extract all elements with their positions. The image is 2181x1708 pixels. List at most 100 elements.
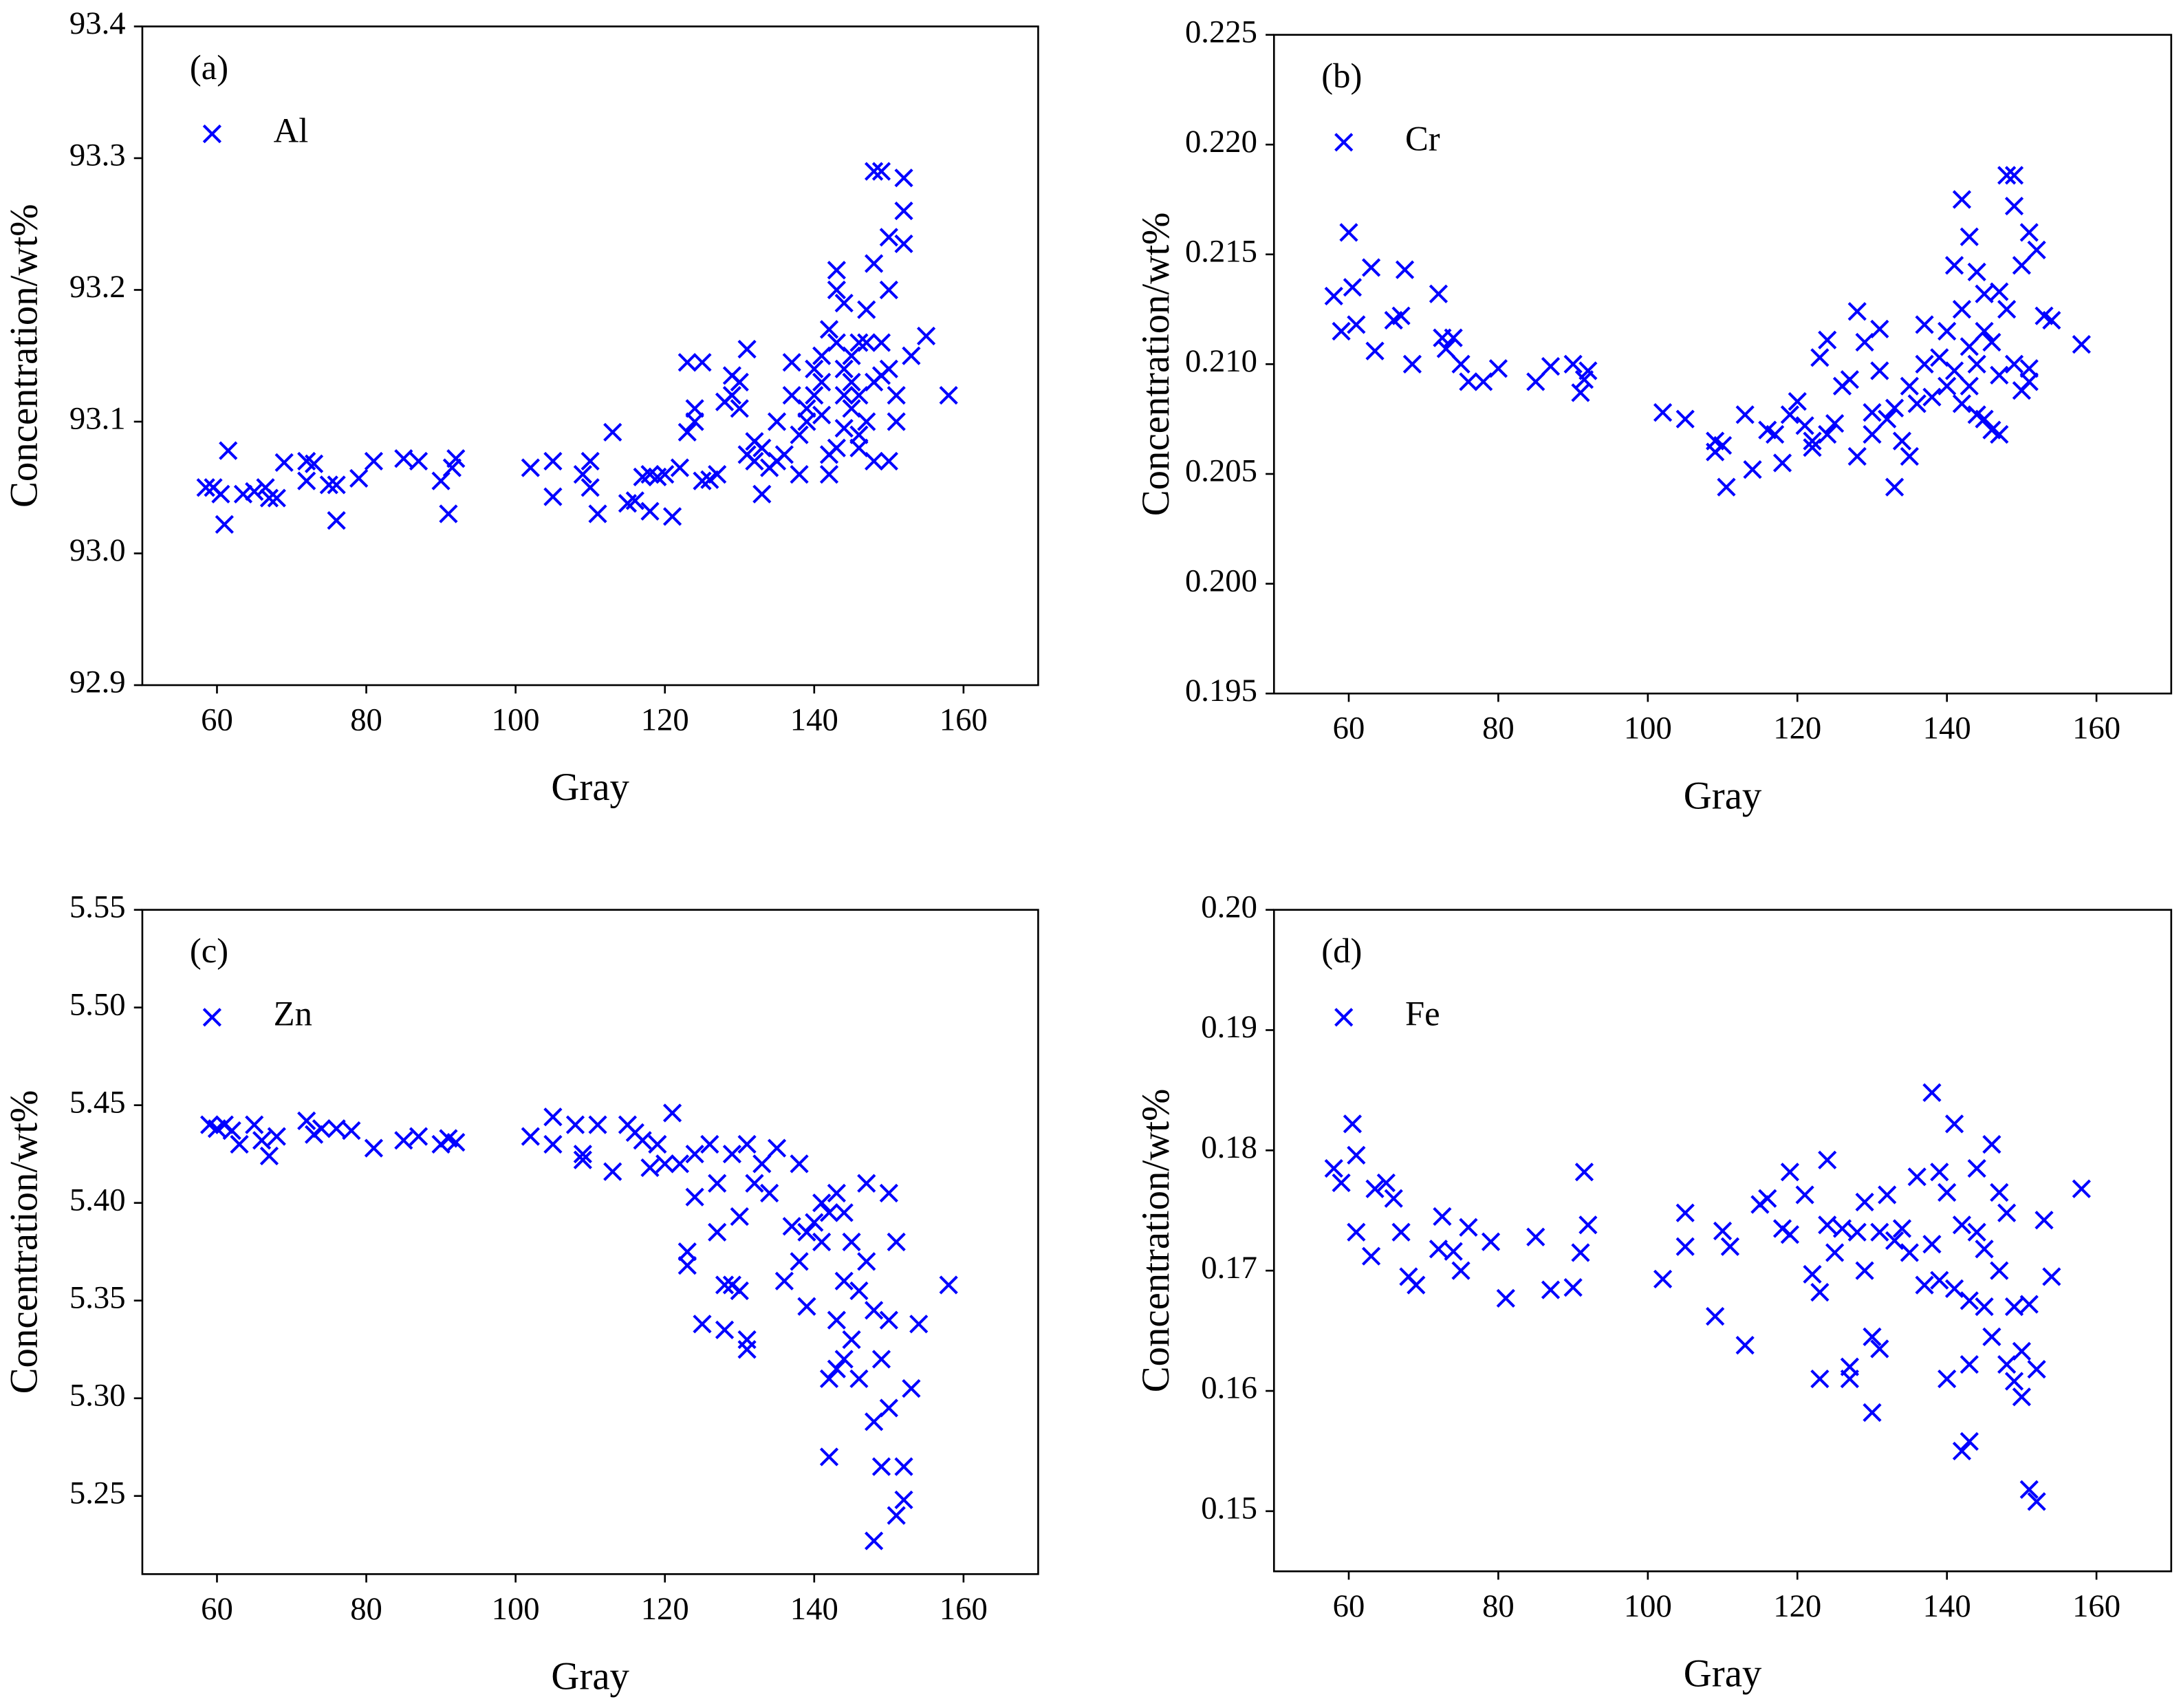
data-point (857, 1252, 876, 1271)
data-point (871, 1457, 891, 1476)
data-point (894, 169, 913, 188)
y-tick-label: 5.35 (69, 1279, 126, 1315)
x-tick-label: 140 (1923, 711, 1971, 746)
data-point (364, 451, 384, 471)
data-point (849, 1369, 869, 1388)
data-point (1847, 1222, 1867, 1242)
data-point (2004, 1372, 2024, 1391)
x-tick-label: 120 (1773, 711, 1821, 746)
data-point (1332, 1173, 1351, 1193)
y-tick-label: 92.9 (69, 664, 126, 700)
data-point (625, 491, 644, 510)
data-point (312, 1119, 332, 1138)
data-point (1347, 1145, 1366, 1165)
data-point (677, 1242, 697, 1262)
data-point (1451, 1261, 1471, 1280)
x-tick-label: 60 (1333, 1588, 1365, 1624)
data-point (1451, 354, 1471, 374)
data-point (1810, 1283, 1830, 1302)
y-tick-label: 0.19 (1201, 1009, 1257, 1045)
data-point (2004, 1297, 2024, 1317)
data-point (1459, 372, 1478, 391)
data-point (2034, 1211, 2054, 1230)
data-point (827, 261, 846, 280)
data-point (2012, 256, 2031, 275)
data-point (1967, 1158, 1986, 1178)
data-point (1952, 1441, 1972, 1461)
data-point (409, 1127, 428, 1146)
y-axis-label: Concentration/wt% (3, 204, 46, 508)
data-point (1952, 299, 1972, 319)
data-point (842, 372, 861, 392)
data-point (879, 359, 898, 378)
data-point (1975, 284, 1994, 303)
data-point (849, 438, 869, 457)
data-point (1975, 1240, 1994, 1259)
data-point (1675, 1237, 1695, 1256)
data-point (1780, 405, 1799, 424)
data-point (1376, 1173, 1396, 1193)
data-point (812, 372, 832, 392)
plot-frame (141, 909, 1039, 1575)
x-axis-label: Gray (551, 766, 629, 809)
data-point (2072, 335, 2091, 354)
data-point (708, 464, 727, 484)
data-point (1967, 1222, 1986, 1242)
data-point (1855, 332, 1874, 352)
data-point (797, 399, 816, 418)
data-point (1840, 370, 1859, 389)
data-point (1780, 1225, 1799, 1244)
data-point (1526, 1227, 1545, 1246)
data-point (1788, 392, 1807, 411)
data-point (693, 471, 712, 490)
x-tick-label: 120 (641, 702, 689, 737)
data-point (1365, 1179, 1385, 1198)
data-point (1365, 341, 1385, 360)
x-tick-label: 80 (1482, 711, 1515, 746)
data-point (752, 484, 772, 504)
data-point (543, 1134, 563, 1154)
data-point (1391, 306, 1411, 325)
data-point (1990, 365, 2009, 385)
legend-label: Fe (1405, 995, 1440, 1033)
data-point (1720, 1237, 1740, 1256)
data-point (894, 1490, 913, 1510)
panel-label: (b) (1321, 56, 1362, 95)
y-tick-label: 0.200 (1185, 563, 1257, 598)
data-point (1930, 1271, 1949, 1290)
data-point (1578, 1215, 1598, 1235)
data-point (1960, 1354, 1979, 1374)
data-point (1571, 1243, 1590, 1262)
data-point (1653, 1269, 1673, 1289)
data-point (894, 1457, 913, 1476)
data-point (1743, 460, 1762, 479)
x-axis-label: Gray (1684, 774, 1762, 817)
data-point (603, 422, 622, 442)
y-axis-label: Concentration/wt% (1134, 1089, 1178, 1393)
data-point (1907, 1167, 1927, 1187)
data-point (1818, 1150, 1837, 1169)
data-point (1496, 1288, 1515, 1308)
y-tick-label: 5.30 (69, 1377, 126, 1413)
data-point (580, 451, 600, 471)
y-tick-label: 5.25 (69, 1475, 126, 1511)
legend-label: Zn (274, 995, 312, 1033)
y-tick-label: 0.195 (1185, 673, 1257, 709)
data-point (1795, 416, 1814, 435)
data-point (603, 1162, 622, 1181)
data-point (1997, 299, 2017, 319)
y-tick-label: 5.45 (69, 1084, 126, 1120)
data-point (1922, 1235, 1942, 1254)
legend-label: Cr (1405, 119, 1440, 158)
data-point (364, 1138, 384, 1158)
data-point (588, 1115, 607, 1134)
y-tick-label: 93.3 (69, 138, 126, 173)
data-point (1825, 413, 1845, 433)
data-point (1653, 403, 1673, 422)
data-point (259, 488, 279, 508)
data-point (543, 451, 563, 471)
data-point (2042, 1267, 2061, 1286)
data-point (670, 458, 690, 477)
data-point (865, 162, 884, 181)
